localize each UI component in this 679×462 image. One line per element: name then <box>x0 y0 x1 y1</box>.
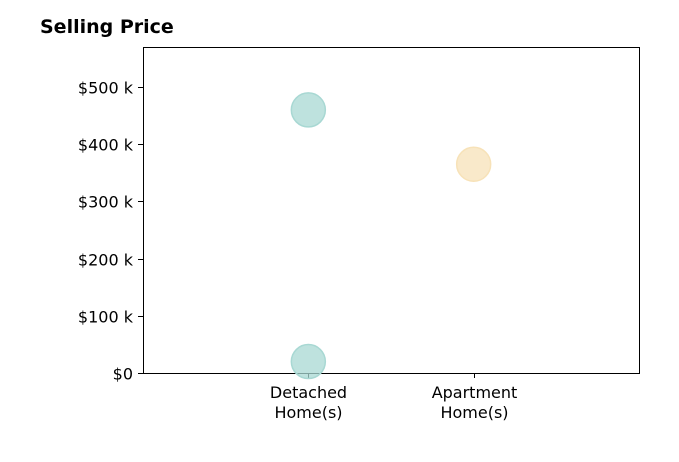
x-tick-label: Detached Home(s) <box>270 383 347 422</box>
plot-frame <box>143 47 640 374</box>
y-tick-label: $200 k <box>78 251 134 270</box>
data-point <box>455 146 492 182</box>
y-tick-label: $0 <box>113 365 133 384</box>
x-tick-label: Apartment Home(s) <box>432 383 518 422</box>
data-point <box>290 92 327 128</box>
y-tick-label: $400 k <box>78 136 134 155</box>
chart-title: Selling Price <box>40 16 174 38</box>
data-point <box>290 343 327 380</box>
y-tick-label: $300 k <box>78 193 134 212</box>
y-tick-label: $100 k <box>78 308 134 327</box>
y-tick-label: $500 k <box>78 79 134 98</box>
